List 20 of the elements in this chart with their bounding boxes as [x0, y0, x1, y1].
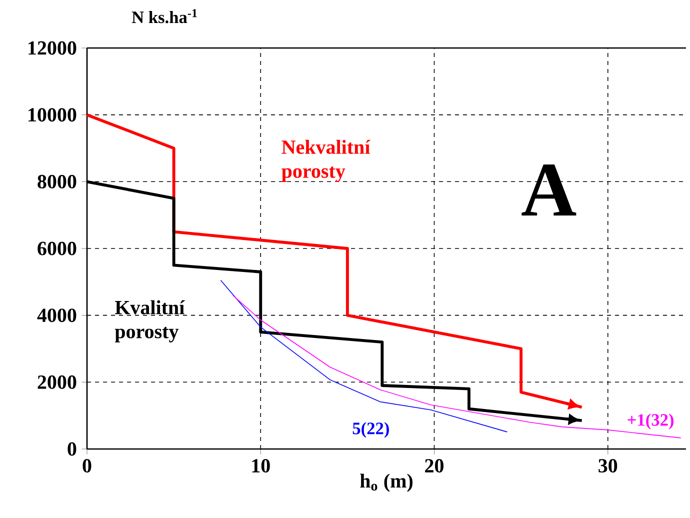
x-tick-label: 10 [252, 459, 270, 473]
x-tick-label: 30 [598, 459, 618, 473]
y-tick-label: 8000 [38, 174, 76, 188]
y-tick-label: 6000 [38, 242, 76, 256]
y-axis-title: N ks.ha$^{-1}$ [132, 9, 197, 24]
x-tick-label: 0 [82, 459, 92, 473]
x-axis-title: h$_{o}$ (m) [360, 474, 412, 492]
y-tick-label: 10000 [28, 108, 76, 122]
annotation: A [522, 164, 576, 216]
y-tick-label: 12000 [28, 41, 76, 55]
y-tick-label: 2000 [38, 375, 76, 389]
line-series [232, 294, 682, 438]
series-label: 5(22) [352, 422, 389, 438]
y-tick-label: 4000 [37, 308, 76, 322]
y-tick-label: 0 [68, 442, 76, 456]
series-label: Kvalitní porosty [114, 300, 185, 342]
series-label: +1(32) [628, 414, 674, 430]
x-tick-label: 20 [425, 459, 444, 473]
line-series [86, 113, 584, 409]
text: Nekvalitní porosty [282, 140, 370, 182]
